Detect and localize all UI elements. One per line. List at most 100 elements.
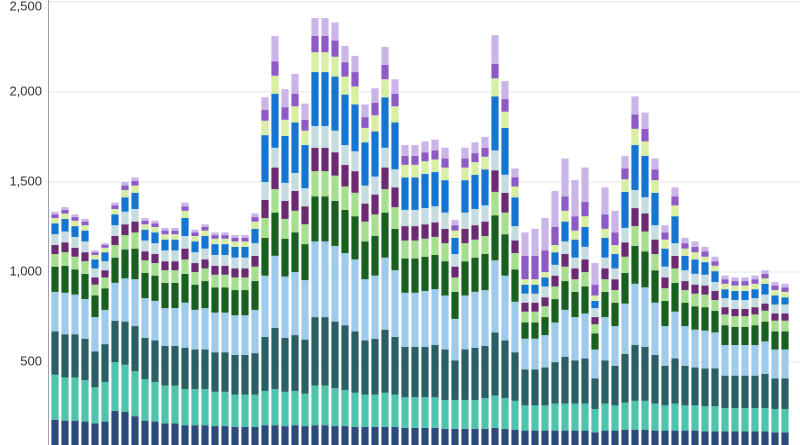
- bar-segment: [61, 265, 69, 293]
- bar-segment: [531, 228, 539, 256]
- bar-segment: [141, 420, 149, 445]
- bar-segment: [371, 88, 379, 103]
- bar-segment: [131, 248, 139, 280]
- bar-segment: [751, 283, 759, 290]
- bar-segment: [711, 265, 719, 272]
- bar-segment: [771, 331, 779, 350]
- bar-segment: [151, 300, 159, 341]
- bar-segment: [571, 279, 579, 292]
- bar-segment: [71, 214, 79, 218]
- bar-segment: [711, 299, 719, 311]
- bar-segment: [151, 232, 159, 244]
- bar-segment: [581, 216, 589, 228]
- bar-segment: [691, 259, 699, 274]
- bar-segment: [621, 168, 629, 180]
- bar-segment: [411, 240, 419, 259]
- bar-segment: [621, 402, 629, 430]
- y-tick-label: 1,500: [9, 173, 42, 188]
- bar-segment: [151, 263, 159, 276]
- bar-segment: [451, 225, 459, 231]
- bar-segment: [641, 155, 649, 198]
- bar-segment: [581, 430, 589, 445]
- bar-segment: [311, 147, 319, 172]
- bar-segment: [671, 255, 679, 269]
- bar-segment: [421, 238, 429, 257]
- bar-segment: [781, 297, 789, 305]
- bar-segment: [151, 340, 159, 382]
- bar-segment: [651, 354, 659, 404]
- bar-segment: [471, 399, 479, 429]
- bar-segment: [121, 411, 129, 445]
- bar-segment: [401, 427, 409, 445]
- bar-segment: [391, 228, 399, 271]
- bar-segment: [771, 290, 779, 296]
- bar-segment: [361, 203, 369, 222]
- bar-segment: [161, 261, 169, 271]
- bar-segment: [201, 230, 209, 237]
- bar-segment: [231, 257, 239, 269]
- bar-segment: [251, 213, 259, 218]
- bar-segment: [471, 208, 479, 226]
- bar-segment: [431, 222, 439, 237]
- bar-segment: [361, 340, 369, 395]
- bar-segment: [721, 431, 729, 445]
- bar-segment: [131, 192, 139, 209]
- bar-segment: [91, 295, 99, 318]
- bar-segment: [241, 268, 249, 278]
- bar-segment: [71, 226, 79, 237]
- bar-segment: [601, 403, 609, 431]
- bar-segment: [301, 188, 309, 207]
- bar-segment: [661, 225, 669, 233]
- bar-segment: [391, 270, 399, 337]
- bar-segment: [381, 147, 389, 168]
- bar-segment: [751, 275, 759, 280]
- bar-segment: [361, 426, 369, 445]
- bar-segment: [251, 228, 259, 244]
- bar-segment: [581, 167, 589, 202]
- bar-segment: [731, 285, 739, 291]
- bar-segment: [741, 375, 749, 409]
- y-tick-label: 1,000: [9, 263, 42, 278]
- bar-segment: [411, 397, 419, 428]
- bar-segment: [691, 367, 699, 406]
- bar-segment: [601, 360, 609, 404]
- bar-segment: [411, 427, 419, 445]
- bar-segment: [201, 227, 209, 231]
- bar-segment: [561, 158, 569, 197]
- bar-segment: [651, 239, 659, 255]
- bar-segment: [561, 430, 569, 445]
- bar-segment: [681, 270, 689, 282]
- bar-segment: [191, 349, 199, 390]
- bar-segment: [631, 429, 639, 445]
- bar-segment: [351, 171, 359, 193]
- bar-segment: [371, 115, 379, 132]
- bar-segment: [291, 390, 299, 426]
- bar-segment: [721, 408, 729, 432]
- bar-segment: [651, 169, 659, 181]
- bar-segment: [561, 403, 569, 431]
- bar-segment: [161, 239, 169, 251]
- bar-segment: [311, 36, 319, 53]
- bar-segment: [171, 308, 179, 346]
- bar-segment: [61, 242, 69, 253]
- bar-segment: [131, 232, 139, 249]
- bar-segment: [121, 249, 129, 279]
- bar-segment: [731, 345, 739, 376]
- bar-segment: [611, 245, 619, 255]
- bar-segment: [731, 316, 739, 327]
- bar-segment: [551, 430, 559, 445]
- bar-segment: [371, 426, 379, 445]
- bar-segment: [571, 257, 579, 269]
- bar-segment: [591, 317, 599, 325]
- bar-segment: [161, 230, 169, 235]
- bar-segment: [341, 390, 349, 427]
- bar-segment: [181, 202, 189, 207]
- bar-segment: [171, 227, 179, 231]
- bar-segment: [101, 309, 109, 345]
- bar-segment: [521, 232, 529, 256]
- bar-segment: [751, 289, 759, 299]
- bar-segment: [741, 299, 749, 309]
- bar-segment: [241, 257, 249, 269]
- bar-segment: [751, 345, 759, 376]
- bar-segment: [411, 226, 419, 241]
